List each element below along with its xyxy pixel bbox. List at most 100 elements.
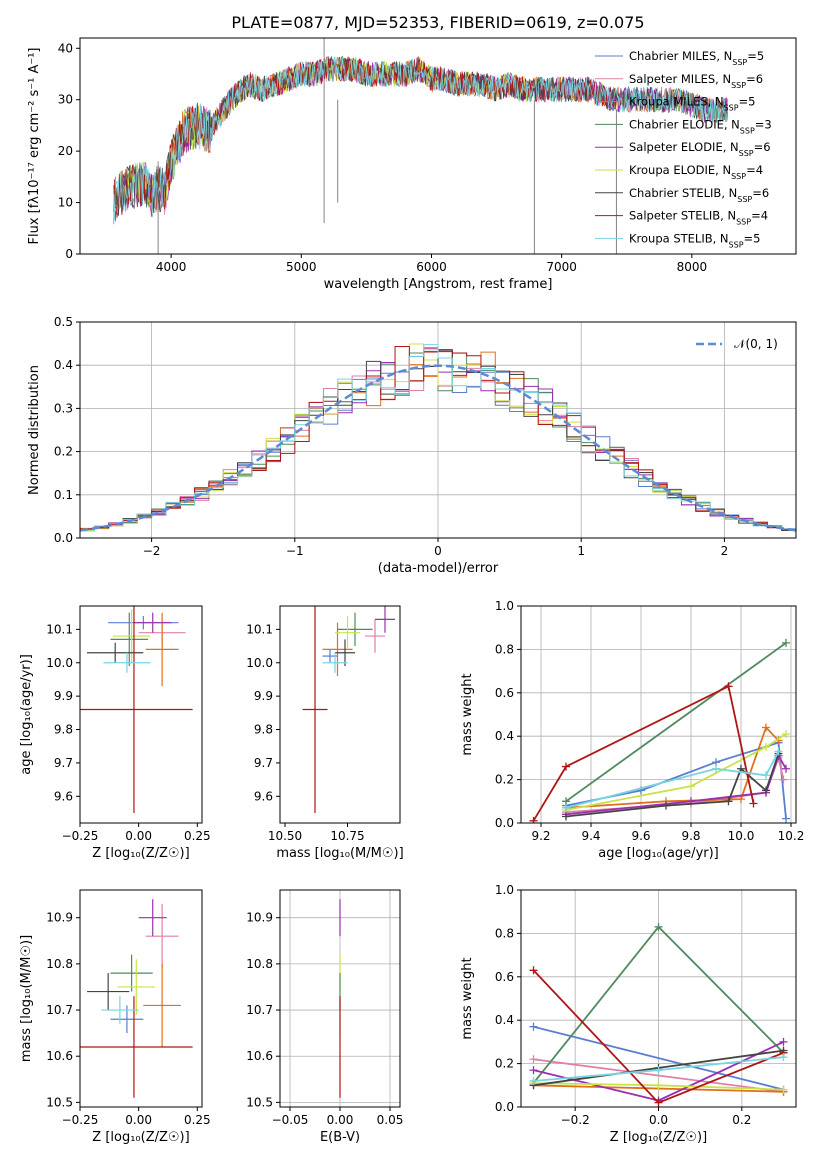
y-tick-label: 0.5	[54, 315, 73, 329]
x-tick-label: 10.50	[268, 829, 302, 843]
legend-entry: Salpeter ELODIE, NSSP=6	[629, 140, 771, 158]
y-tick-label: 0.6	[495, 686, 514, 700]
x-tick-label: 0	[434, 544, 442, 558]
y-axis-label: Normed distribution	[27, 365, 42, 495]
x-tick-label: 7000	[546, 260, 577, 274]
weight-marker	[687, 782, 695, 791]
x-tick-label: 1	[577, 544, 585, 558]
y-tick-label: 0.1	[54, 488, 73, 502]
weight-marker	[782, 764, 790, 773]
weight-series	[565, 753, 780, 818]
x-axis-label: mass [log₁₀(M/M☉)]	[276, 846, 403, 861]
y-tick-label: 0.0	[54, 531, 73, 545]
plot-area	[302, 606, 395, 813]
y-tick-label: 40	[58, 41, 73, 55]
y-tick-label: 9.7	[254, 756, 273, 770]
x-axis-label: age [log₁₀(age/yr)]	[598, 846, 719, 861]
y-axis-label: mass [log₁₀(M/M☉)]	[19, 935, 34, 1062]
y-tick-label: 10	[58, 196, 73, 210]
spectrum-legend: Chabrier MILES, NSSP=5 Salpeter MILES, NS…	[595, 49, 772, 249]
x-tick-label: −0.05	[272, 1113, 309, 1127]
weight-marker	[654, 1081, 663, 1090]
plot-area	[80, 606, 193, 813]
y-tick-label: 1.0	[495, 883, 514, 897]
x-tick-label: 5000	[286, 260, 317, 274]
legend-entry: Salpeter MILES, NSSP=6	[629, 72, 763, 90]
weight-series	[565, 733, 787, 811]
y-tick-label: 9.8	[254, 723, 273, 737]
panel-age_vs_Z: −0.25 0.00 0.25 9.6 9.7 9.8 9.9 10.0 10.1 Z [log₁…	[19, 605, 211, 861]
spectrum-trace	[113, 57, 729, 216]
weight-marker	[529, 816, 538, 823]
weight-marker	[762, 786, 770, 795]
y-tick-label: 0.4	[495, 729, 514, 743]
weight-marker	[654, 1066, 663, 1075]
spectrum-trace	[113, 56, 617, 218]
axes-frame	[79, 605, 203, 824]
weight-marker	[779, 775, 788, 784]
x-axis-label: Z [log₁₀(Z/Z☉)]	[92, 1130, 189, 1145]
x-tick-label: 0.00	[125, 829, 152, 843]
weight-marker	[724, 682, 733, 691]
y-tick-label: 10.9	[246, 911, 273, 925]
y-tick-label: 10.9	[46, 911, 73, 925]
x-tick-label: 0.0	[649, 1113, 668, 1127]
x-axis-label: E(B-V)	[320, 1130, 360, 1145]
x-tick-label: 10.75	[330, 829, 364, 843]
y-axis-label: mass weight	[460, 673, 475, 755]
weight-marker	[779, 1037, 788, 1046]
panel-weight_vs_age: 9.2 9.4 9.6 9.8 10.0 10.2 0.0 0.2 0.4 0.6 0.8 1.0 ag…	[460, 599, 804, 861]
weight-series	[565, 750, 780, 809]
panel-mass_vs_Z: −0.25 0.00 0.25 10.5 10.6 10.7 10.8 10.9 Z [log₁…	[19, 889, 211, 1145]
legend-entry: Chabrier MILES, NSSP=5	[629, 49, 764, 67]
weight-marker	[562, 812, 570, 821]
histogram-step	[80, 344, 796, 531]
panel-residuals: −2 −1 0 1 2 0.0 0.1 0.2 0.3 0.4 0.5 (data-model)/er…	[27, 315, 797, 576]
x-tick-label: 2	[721, 544, 729, 558]
y-tick-label: 0.6	[495, 970, 514, 984]
weight-marker	[749, 799, 758, 808]
x-tick-label: 9.4	[581, 829, 600, 843]
panel-age_vs_mass: 10.50 10.75 9.6 9.7 9.8 9.9 10.0 10.1 mass [log₁…	[246, 605, 404, 861]
y-tick-label: 0.2	[495, 1057, 514, 1071]
legend-entry: 𝒩(0, 1)	[734, 337, 778, 351]
weight-series	[533, 1025, 784, 1091]
y-tick-label: 10.8	[46, 957, 73, 971]
y-tick-label: 20	[58, 144, 73, 158]
x-tick-label: 6000	[416, 260, 447, 274]
y-tick-label: 30	[58, 93, 73, 107]
legend-entry: Salpeter STELIB, NSSP=4	[629, 209, 768, 227]
weight-marker	[779, 1053, 788, 1062]
weight-marker	[562, 803, 570, 812]
axes-frame	[279, 605, 401, 824]
x-axis-label: Z [log₁₀(Z/Z☉)]	[92, 846, 189, 861]
y-tick-label: 10.6	[46, 1049, 73, 1063]
legend-entry: Chabrier STELIB, NSSP=6	[629, 186, 769, 204]
y-tick-label: 9.8	[54, 723, 73, 737]
plot-area	[80, 899, 193, 1098]
y-tick-label: 9.6	[54, 789, 73, 803]
weight-marker	[662, 801, 670, 810]
weight-marker	[782, 814, 790, 823]
legend-entry: Kroupa MILES, NSSP=5	[629, 95, 755, 113]
weight-marker	[762, 771, 770, 780]
plot-area	[529, 638, 790, 823]
weight-marker	[762, 723, 770, 732]
x-tick-label: −0.25	[62, 1113, 99, 1127]
x-tick-label: 0.25	[184, 829, 211, 843]
x-tick-label: 4000	[156, 260, 187, 274]
y-tick-label: 10.7	[246, 1003, 273, 1017]
panel-mass_vs_EBV: −0.05 0.00 0.05 10.5 10.6 10.7 10.8 10.9 E(B-V)	[246, 889, 403, 1145]
weight-marker	[654, 922, 663, 931]
x-tick-label: 10.0	[728, 829, 755, 843]
y-tick-label: 10.1	[46, 622, 73, 636]
axes-frame	[520, 605, 797, 824]
weight-series	[532, 684, 755, 822]
gaussian-curve	[80, 364, 796, 532]
y-tick-label: 9.6	[254, 789, 273, 803]
x-tick-label: 0.00	[327, 1113, 354, 1127]
legend-entry: Kroupa ELODIE, NSSP=4	[629, 163, 763, 181]
y-tick-label: 1.0	[495, 599, 514, 613]
weight-marker	[529, 966, 538, 975]
